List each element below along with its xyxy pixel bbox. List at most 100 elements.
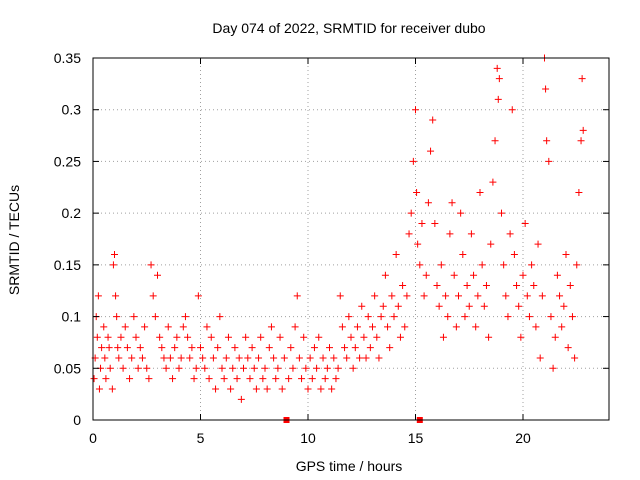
- data-point: [147, 261, 155, 269]
- data-point: [233, 375, 241, 383]
- data-point: [95, 385, 103, 393]
- data-point: [199, 354, 207, 362]
- data-point: [105, 344, 113, 352]
- data-point: [384, 323, 392, 331]
- data-point: [360, 333, 368, 341]
- data-point: [252, 385, 260, 393]
- data-point: [369, 323, 376, 331]
- data-point: [276, 333, 284, 341]
- data-point: [190, 375, 198, 383]
- data-point: [181, 313, 189, 321]
- data-point: [482, 282, 490, 290]
- data-point: [416, 261, 424, 269]
- data-point: [455, 292, 462, 300]
- data-point: [491, 137, 499, 145]
- data-point: [534, 240, 542, 248]
- data-point: [553, 271, 561, 279]
- data-point: [403, 292, 411, 300]
- data-point: [326, 344, 333, 352]
- data-point: [396, 333, 404, 341]
- data-point: [164, 323, 172, 331]
- data-point: [506, 230, 514, 238]
- data-point: [530, 282, 538, 290]
- data-point: [227, 385, 235, 393]
- data-point: [156, 333, 164, 341]
- data-point: [90, 375, 98, 383]
- data-point: [257, 333, 265, 341]
- data-point: [478, 261, 486, 269]
- data-point: [399, 282, 407, 290]
- data-point: [151, 313, 159, 321]
- data-point: [171, 344, 179, 352]
- data-point: [381, 271, 389, 279]
- data-point: [194, 292, 202, 300]
- data-point: [158, 344, 166, 352]
- x-tick-label: 5: [197, 430, 205, 446]
- data-point: [495, 75, 503, 83]
- data-point: [295, 354, 303, 362]
- x-tick-label: 15: [408, 430, 424, 446]
- data-point: [439, 333, 447, 341]
- data-point: [132, 333, 140, 341]
- data-point: [418, 219, 426, 227]
- data-point: [188, 344, 196, 352]
- data-point: [429, 116, 437, 124]
- data-point: [149, 292, 157, 300]
- data-point: [356, 354, 364, 362]
- data-point: [317, 385, 325, 393]
- data-point: [528, 261, 536, 269]
- data-point: [463, 282, 471, 290]
- data-point: [115, 354, 123, 362]
- data-point: [362, 354, 370, 362]
- data-point: [577, 137, 585, 145]
- data-point: [502, 292, 510, 300]
- data-point: [394, 302, 402, 310]
- data-point: [551, 333, 559, 341]
- data-point: [229, 364, 237, 372]
- data-point: [197, 344, 204, 352]
- data-point: [351, 344, 359, 352]
- data-point: [510, 251, 518, 259]
- grid-lines: [93, 58, 609, 420]
- data-point: [323, 364, 331, 372]
- data-point: [298, 375, 306, 383]
- data-point: [433, 282, 441, 290]
- data-point: [562, 251, 570, 259]
- data-point: [493, 64, 501, 72]
- data-point: [500, 261, 508, 269]
- data-point: [343, 354, 351, 362]
- data-point: [345, 313, 353, 321]
- data-point: [248, 344, 256, 352]
- data-point: [328, 385, 336, 393]
- data-point: [216, 313, 224, 321]
- data-point: [134, 364, 142, 372]
- data-point: [424, 199, 432, 207]
- data-point: [494, 95, 502, 103]
- data-point: [407, 209, 415, 217]
- data-point: [470, 271, 478, 279]
- data-point: [113, 313, 121, 321]
- y-tick-label: 0.35: [54, 50, 81, 66]
- data-point: [444, 313, 452, 321]
- data-point: [508, 106, 516, 114]
- plot-frame: [92, 57, 610, 421]
- data-point: [123, 344, 131, 352]
- x-tick-label: 0: [89, 430, 97, 446]
- data-point: [556, 292, 564, 300]
- data-point: [130, 313, 138, 321]
- data-point: [366, 344, 374, 352]
- data-point: [564, 344, 572, 352]
- data-point: [272, 375, 280, 383]
- data-point: [207, 333, 215, 341]
- data-point: [289, 364, 297, 372]
- data-point: [542, 85, 550, 93]
- data-point: [154, 271, 161, 279]
- data-point: [504, 313, 512, 321]
- data-point: [93, 333, 101, 341]
- data-point: [114, 344, 122, 352]
- data-point: [568, 313, 576, 321]
- data-point: [538, 292, 546, 300]
- data-point: [177, 354, 185, 362]
- data-point: [308, 375, 316, 383]
- data-point: [442, 292, 450, 300]
